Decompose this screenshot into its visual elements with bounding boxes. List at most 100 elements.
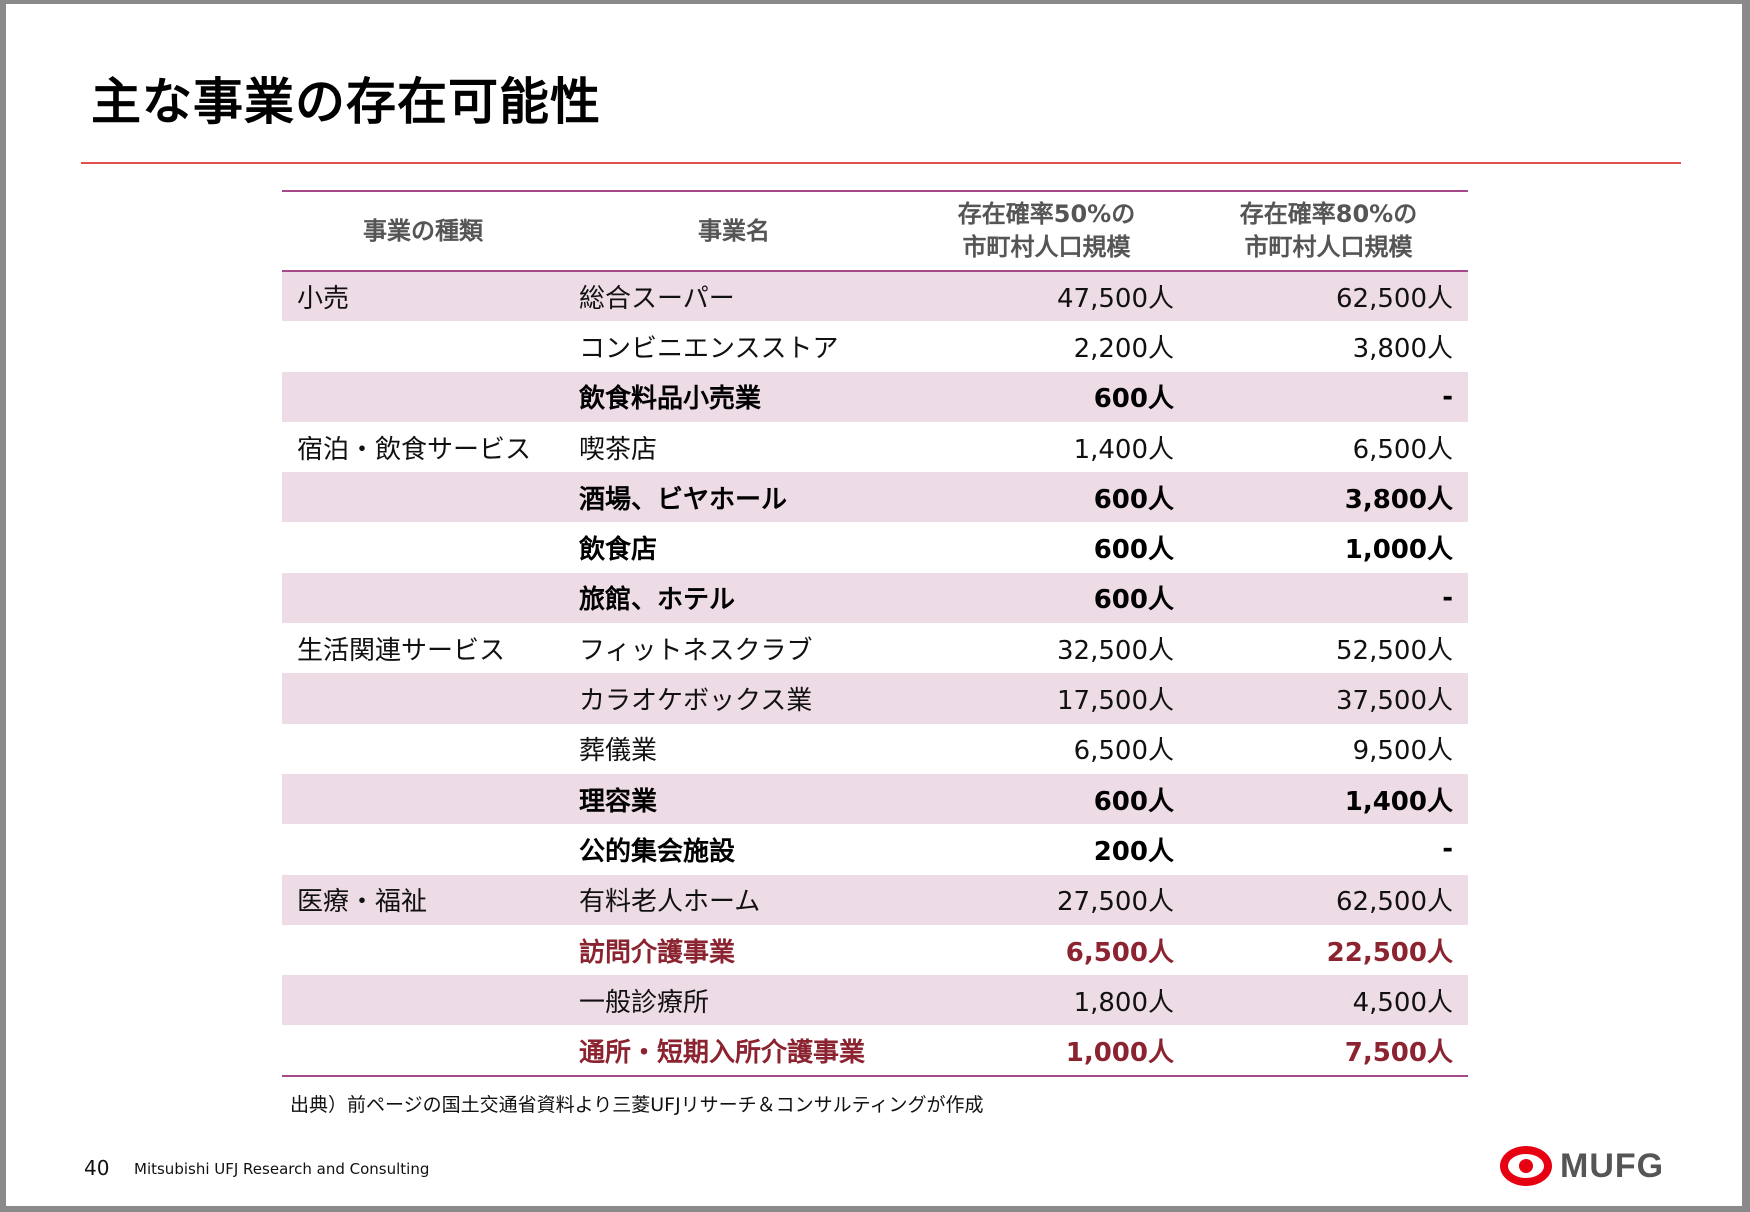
table-row: 宿泊・飲食サービス 喫茶店 1,400人 6,500人 (282, 422, 1468, 472)
cell-business-name: カラオケボックス業 (579, 686, 813, 717)
table-row: 飲食料品小売業 600人 - (282, 371, 1468, 422)
cell-population-50: 600人 (1093, 585, 1174, 616)
cell-business-type (282, 522, 564, 572)
table-row: 葬儀業 6,500人 9,500人 (282, 724, 1468, 774)
header-p50: 存在確率50%の 市町村人口規模 (904, 191, 1189, 271)
table-row: 飲食店 600人 1,000人 (282, 522, 1468, 572)
cell-population-50: 200人 (1093, 836, 1174, 867)
company-name: Mitsubishi UFJ Research and Consulting (134, 1160, 430, 1178)
table-row: コンビニエンスストア 2,200人 3,800人 (282, 321, 1468, 371)
cell-business-type (282, 975, 564, 1025)
cell-population-50: 600人 (1093, 484, 1174, 515)
cell-business-name: 公的集会施設 (579, 836, 736, 867)
cell-business-name: 喫茶店 (579, 434, 658, 465)
logo-text: MUFG (1560, 1146, 1665, 1185)
cell-population-80: 3,800人 (1352, 333, 1453, 364)
header-p50-line1: 存在確率50%の (957, 200, 1136, 228)
table-body: 小売 総合スーパー 47,500人 62,500人 コンビニエンスストア 2,200人 3,… (282, 271, 1468, 1076)
cell-population-50: 6,500人 (1073, 736, 1174, 767)
table-row: 訪問介護事業 6,500人 22,500人 (282, 925, 1468, 975)
cell-population-80: 22,500人 (1326, 937, 1453, 968)
cell-business-type (282, 1025, 564, 1075)
table-row: 医療・福祉 有料老人ホーム 27,500人 62,500人 (282, 874, 1468, 925)
table-row: 生活関連サービス フィットネスクラブ 32,500人 52,500人 (282, 623, 1468, 673)
cell-business-name: 飲食料品小売業 (579, 384, 762, 415)
table-row: 一般診療所 1,800人 4,500人 (282, 975, 1468, 1026)
table-row: 理容業 600人 1,400人 (282, 773, 1468, 825)
cell-population-80: 62,500人 (1336, 887, 1453, 918)
cell-population-50: 2,200人 (1073, 333, 1174, 364)
table-row: 酒場、ビヤホール 600人 3,800人 (282, 472, 1468, 523)
cell-business-type (282, 724, 564, 774)
slide: 主な事業の存在可能性 事業の種類 事業名 存在確率50%の 市町村人口規模 存在… (6, 4, 1742, 1206)
page-title: 主な事業の存在可能性 (91, 73, 601, 131)
cell-business-name: 理容業 (579, 786, 658, 817)
cell-business-name: 通所・短期入所介護事業 (579, 1037, 866, 1068)
cell-population-50: 1,000人 (1065, 1037, 1174, 1068)
cell-population-80: 7,500人 (1344, 1037, 1453, 1068)
business-table: 事業の種類 事業名 存在確率50%の 市町村人口規模 存在確率80%の 市町村人… (282, 190, 1468, 1077)
cell-population-80: 4,500人 (1352, 987, 1453, 1018)
cell-business-name: フィットネスクラブ (579, 635, 813, 666)
cell-population-80: 9,500人 (1352, 736, 1453, 767)
cell-business-type (282, 824, 564, 874)
cell-business-name: 訪問介護事業 (579, 937, 736, 968)
cell-population-50: 600人 (1093, 786, 1174, 817)
header-p80-line1: 存在確率80%の (1239, 200, 1418, 228)
cell-population-80: 6,500人 (1352, 434, 1453, 465)
header-p80-line2: 市町村人口規模 (1244, 233, 1413, 261)
cell-population-80: - (1442, 582, 1453, 613)
cell-business-type (282, 774, 564, 824)
cell-population-50: 17,500人 (1057, 686, 1174, 717)
cell-population-50: 32,500人 (1057, 635, 1174, 666)
cell-population-80: 1,400人 (1344, 786, 1453, 817)
cell-business-name: 葬儀業 (579, 736, 658, 767)
cell-business-name: 有料老人ホーム (579, 887, 761, 918)
cell-population-50: 47,500人 (1057, 284, 1174, 315)
cell-population-50: 1,800人 (1073, 987, 1174, 1018)
page-number: 40 (84, 1156, 110, 1180)
cell-population-50: 1,400人 (1073, 434, 1174, 465)
cell-business-name: 飲食店 (579, 535, 658, 566)
cell-business-type: 小売 (297, 284, 350, 315)
cell-population-80: 3,800人 (1344, 484, 1453, 515)
cell-business-type: 宿泊・飲食サービス (297, 434, 532, 465)
cell-population-80: - (1442, 381, 1453, 412)
cell-business-type (282, 372, 564, 422)
cell-business-name: 総合スーパー (579, 284, 735, 315)
table-row: 旅館、ホテル 600人 - (282, 572, 1468, 624)
cell-business-type (282, 321, 564, 371)
cell-business-name: 旅館、ホテル (579, 585, 736, 616)
cell-population-80: 1,000人 (1344, 535, 1453, 566)
cell-business-type (282, 925, 564, 975)
table-row: 通所・短期入所介護事業 1,000人 7,500人 (282, 1025, 1468, 1076)
cell-population-80: 52,500人 (1336, 635, 1453, 666)
mufg-logo: MUFG (1500, 1146, 1664, 1186)
table-row: カラオケボックス業 17,500人 37,500人 (282, 673, 1468, 724)
source-note: 出典）前ページの国土交通省資料より三菱UFJリサーチ＆コンサルティングが作成 (290, 1094, 984, 1116)
cell-population-50: 600人 (1093, 535, 1174, 566)
cell-business-type (282, 573, 564, 623)
cell-population-80: 62,500人 (1336, 284, 1453, 315)
header-name: 事業名 (698, 216, 770, 245)
table-row: 公的集会施設 200人 - (282, 824, 1468, 874)
cell-population-80: - (1442, 834, 1453, 865)
table-row: 小売 総合スーパー 47,500人 62,500人 (282, 271, 1468, 322)
cell-population-50: 6,500人 (1065, 937, 1174, 968)
cell-business-name: コンビニエンスストア (579, 333, 839, 364)
cell-population-80: 37,500人 (1336, 686, 1453, 717)
cell-population-50: 27,500人 (1057, 887, 1174, 918)
header-p80: 存在確率80%の 市町村人口規模 (1189, 191, 1468, 271)
title-divider (81, 162, 1681, 164)
cell-business-type: 医療・福祉 (297, 887, 428, 918)
cell-population-50: 600人 (1093, 384, 1174, 415)
cell-business-type (282, 472, 564, 522)
cell-business-name: 一般診療所 (579, 987, 710, 1018)
cell-business-name: 酒場、ビヤホール (579, 484, 788, 515)
header-p50-line2: 市町村人口規模 (962, 233, 1131, 261)
mufg-logo-icon (1500, 1146, 1552, 1186)
cell-business-type (282, 673, 564, 723)
header-type: 事業の種類 (363, 216, 483, 245)
cell-business-type: 生活関連サービス (297, 635, 506, 666)
table-header-row: 事業の種類 事業名 存在確率50%の 市町村人口規模 存在確率80%の 市町村人… (282, 191, 1468, 271)
